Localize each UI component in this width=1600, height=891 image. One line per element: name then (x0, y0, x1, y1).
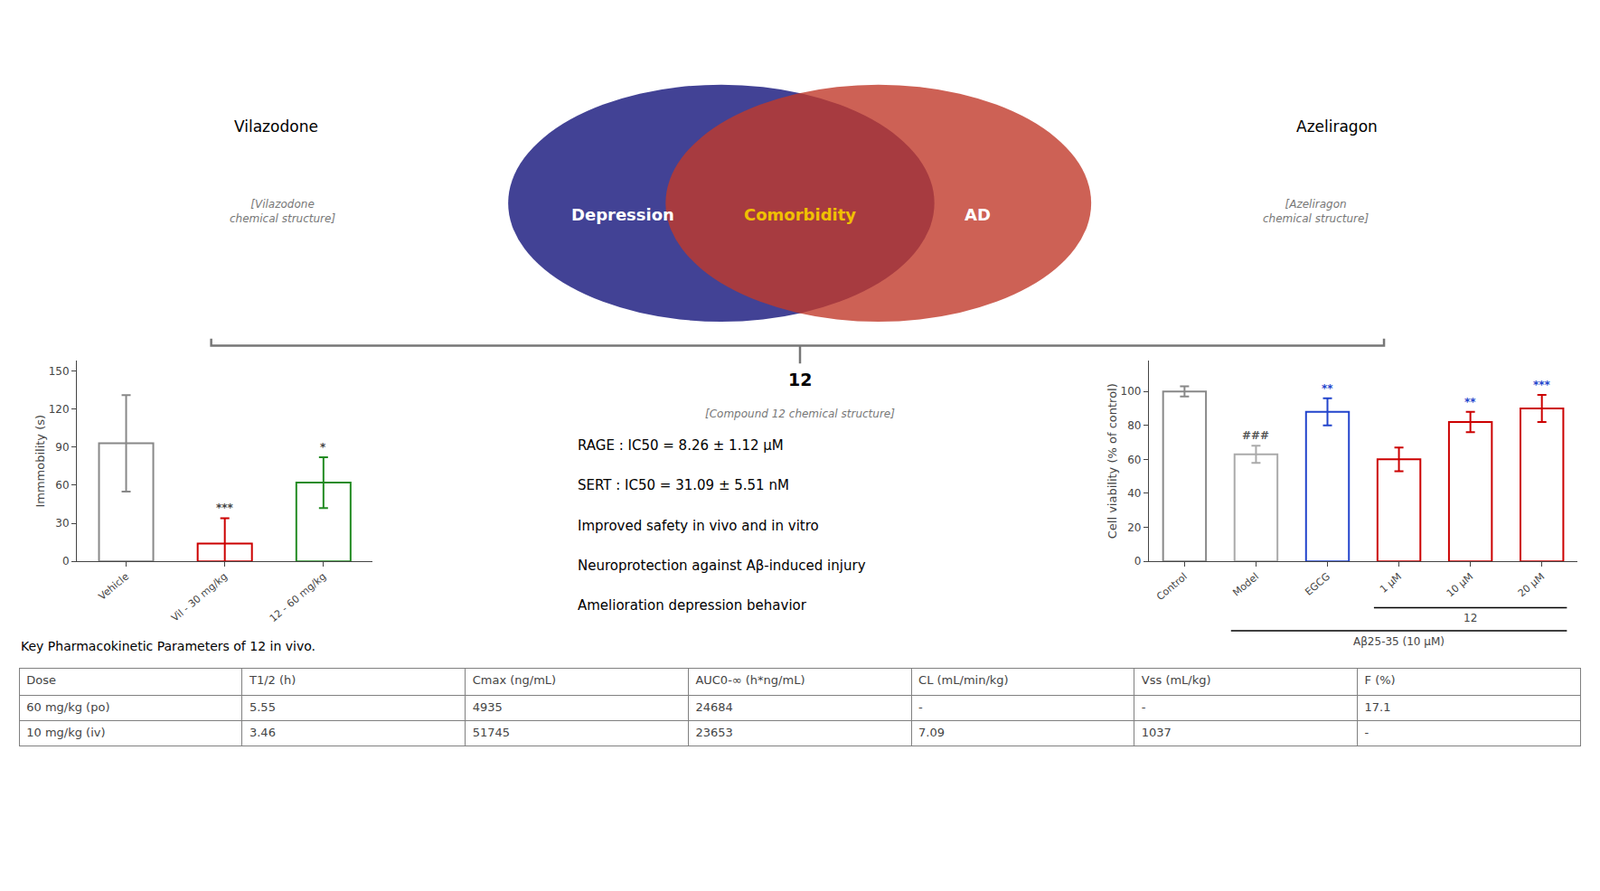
svg-text:[Vilazodonechemical structure]: [Vilazodonechemical structure] (229, 197, 336, 226)
svg-text:Key Pharmacokinetic Parameters: Key Pharmacokinetic Parameters of 12 in … (20, 639, 316, 654)
svg-text:20 μM: 20 μM (1515, 570, 1547, 600)
svg-text:***: *** (1533, 378, 1552, 392)
svg-text:Control: Control (1154, 570, 1190, 603)
svg-text:Vss (mL/kg): Vss (mL/kg) (1141, 673, 1212, 688)
svg-text:-: - (918, 700, 923, 715)
svg-text:Immmobility (s): Immmobility (s) (33, 414, 48, 509)
svg-text:EGCG: EGCG (1302, 570, 1333, 598)
svg-text:1037: 1037 (1141, 725, 1172, 740)
svg-text:17.1: 17.1 (1364, 700, 1392, 715)
svg-text:RAGE : IC50 = 8.26 ± 1.12 μM: RAGE : IC50 = 8.26 ± 1.12 μM (577, 437, 784, 454)
svg-text:F (%): F (%) (1364, 673, 1396, 688)
svg-text:80: 80 (1127, 419, 1141, 433)
svg-text:12: 12 (788, 369, 812, 390)
svg-text:AD: AD (964, 205, 991, 225)
svg-text:###: ### (1242, 429, 1270, 443)
svg-text:[Compound 12 chemical structur: [Compound 12 chemical structure] (705, 407, 895, 421)
svg-text:20: 20 (1127, 521, 1141, 535)
svg-text:60 mg/kg (po): 60 mg/kg (po) (26, 700, 110, 715)
svg-text:7.09: 7.09 (918, 725, 945, 740)
svg-text:Cell viability (% of control): Cell viability (% of control) (1105, 383, 1120, 539)
svg-text:Amelioration depression behavi: Amelioration depression behavior (577, 597, 808, 614)
svg-text:Vilazodone: Vilazodone (234, 117, 319, 136)
svg-text:Model: Model (1230, 570, 1262, 599)
svg-text:30: 30 (55, 517, 69, 530)
svg-text:60: 60 (1127, 453, 1141, 467)
svg-text:Neuroprotection against Aβ-ind: Neuroprotection against Aβ-induced injur… (577, 557, 866, 575)
svg-text:24684: 24684 (695, 700, 733, 715)
svg-text:3.46: 3.46 (249, 725, 276, 740)
svg-text:Azeliragon: Azeliragon (1296, 117, 1378, 136)
svg-text:0: 0 (62, 555, 70, 568)
svg-text:12 - 60 mg/kg: 12 - 60 mg/kg (267, 570, 330, 625)
svg-text:-: - (1141, 700, 1147, 715)
svg-text:Vil - 30 mg/kg: Vil - 30 mg/kg (169, 570, 230, 624)
svg-text:T1/2 (h): T1/2 (h) (248, 673, 296, 688)
svg-text:Aβ25-35 (10 μM): Aβ25-35 (10 μM) (1353, 635, 1445, 649)
svg-text:60: 60 (55, 479, 69, 492)
svg-text:Cmax (ng/mL): Cmax (ng/mL) (472, 673, 556, 688)
svg-text:[Azeliragonchemical structure]: [Azeliragonchemical structure] (1262, 197, 1369, 226)
svg-text:90: 90 (55, 441, 69, 454)
svg-text:51745: 51745 (472, 725, 510, 740)
svg-text:120: 120 (48, 403, 70, 416)
svg-text:23653: 23653 (695, 725, 733, 740)
svg-text:CL (mL/min/kg): CL (mL/min/kg) (918, 673, 1009, 688)
svg-text:0: 0 (1134, 555, 1142, 568)
svg-text:10 mg/kg (iv): 10 mg/kg (iv) (26, 725, 105, 740)
svg-text:Vehicle: Vehicle (96, 570, 132, 603)
svg-text:***: *** (216, 501, 235, 515)
svg-text:150: 150 (48, 365, 70, 378)
svg-text:Comorbidity: Comorbidity (743, 205, 857, 225)
svg-text:10 μM: 10 μM (1444, 570, 1476, 600)
svg-text:AUC0-∞ (h*ng/mL): AUC0-∞ (h*ng/mL) (695, 673, 805, 688)
svg-text:**: ** (1321, 382, 1334, 396)
svg-text:SERT : IC50 = 31.09 ± 5.51 nM: SERT : IC50 = 31.09 ± 5.51 nM (577, 477, 790, 494)
svg-text:5.55: 5.55 (249, 700, 276, 715)
svg-text:Dose: Dose (26, 673, 57, 688)
svg-text:1 μM: 1 μM (1377, 570, 1404, 595)
svg-text:4935: 4935 (472, 700, 503, 715)
svg-text:**: ** (1464, 395, 1477, 409)
svg-text:-: - (1364, 725, 1370, 740)
svg-text:12: 12 (1463, 611, 1478, 625)
svg-text:Depression: Depression (571, 205, 675, 225)
svg-text:100: 100 (1120, 385, 1142, 398)
svg-text:*: * (320, 441, 327, 454)
svg-text:Improved safety in vivo and in: Improved safety in vivo and in vitro (577, 517, 819, 535)
svg-text:40: 40 (1127, 487, 1141, 500)
